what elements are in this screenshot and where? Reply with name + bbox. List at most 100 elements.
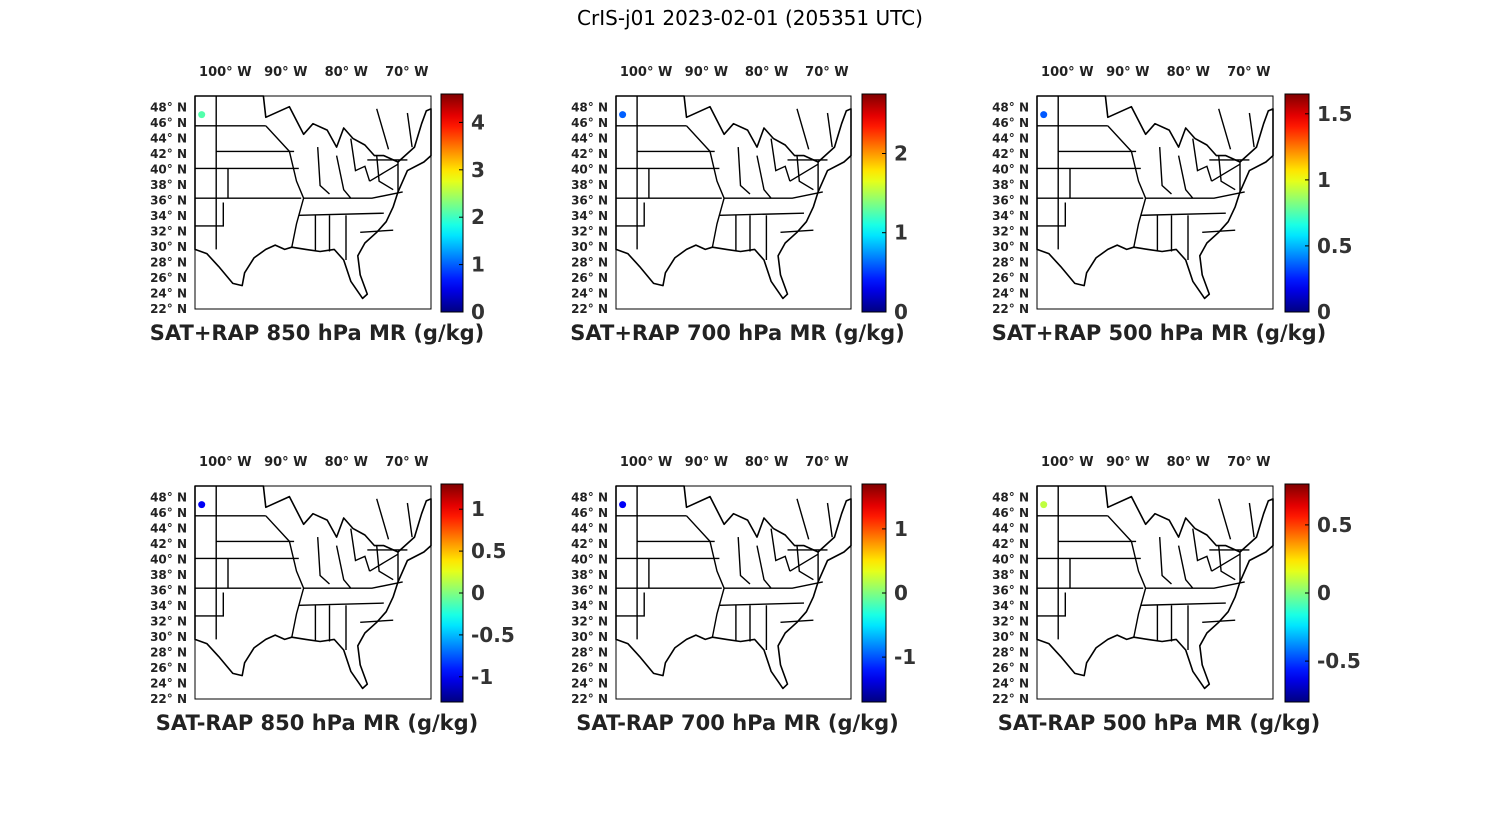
data-point [198, 111, 206, 119]
colorbar-tick-label: 0.5 [471, 539, 506, 563]
panel-title: SAT-RAP 850 hPa MR (g/kg) [156, 711, 479, 735]
lat-tick-label: 48° N [992, 491, 1029, 505]
lat-tick-label: 34° N [150, 209, 187, 223]
lat-tick-label: 26° N [571, 661, 608, 675]
state-border [360, 229, 394, 233]
lat-tick-label: 46° N [150, 506, 187, 520]
lat-tick-label: 42° N [992, 147, 1029, 161]
lat-tick-label: 22° N [992, 692, 1029, 706]
colorbar-tick-label: -0.5 [471, 623, 515, 647]
colorbar-tick-label: 1 [471, 253, 485, 277]
lat-tick-label: 44° N [150, 522, 187, 536]
lat-tick-label: 26° N [571, 271, 608, 285]
state-border [298, 212, 384, 216]
colorbar-tick-label: 0.5 [1317, 513, 1352, 537]
state-border [737, 147, 751, 195]
lon-tick-label: 70° W [805, 455, 848, 470]
state-border [1192, 528, 1213, 572]
lat-tick-label: 26° N [992, 661, 1029, 675]
lon-tick-label: 80° W [1167, 455, 1210, 470]
lat-tick-label: 38° N [571, 178, 608, 192]
lat-tick-label: 48° N [571, 491, 608, 505]
panel-title: SAT+RAP 850 hPa MR (g/kg) [150, 321, 484, 345]
lat-tick-label: 46° N [992, 116, 1029, 130]
lat-tick-label: 30° N [992, 630, 1029, 644]
state-border [335, 155, 352, 199]
panel-title: SAT+RAP 500 hPa MR (g/kg) [992, 321, 1326, 345]
lat-tick-label: 46° N [571, 506, 608, 520]
lon-tick-label: 80° W [325, 65, 368, 80]
state-border [406, 112, 413, 148]
lat-tick-label: 42° N [150, 537, 187, 551]
state-border [770, 528, 791, 572]
state-border [1248, 112, 1255, 148]
state-border [1107, 515, 1147, 638]
lat-tick-label: 36° N [992, 584, 1029, 598]
lat-tick-label: 44° N [571, 522, 608, 536]
lat-tick-label: 36° N [150, 584, 187, 598]
lat-tick-label: 32° N [150, 615, 187, 629]
state-border [1037, 592, 1067, 617]
lat-tick-label: 36° N [571, 584, 608, 598]
state-border [376, 545, 394, 581]
lat-tick-label: 44° N [150, 132, 187, 146]
data-point [619, 501, 627, 509]
state-border [376, 108, 390, 150]
lat-tick-label: 22° N [571, 692, 608, 706]
lat-tick-label: 30° N [571, 630, 608, 644]
colorbar-tick-label: -1 [471, 665, 493, 689]
colorbar-tick-label: 2 [471, 205, 485, 229]
data-point [1040, 501, 1048, 509]
figure-title: CrIS-j01 2023-02-01 (205351 UTC) [577, 6, 923, 30]
map-panel: 100° W 90° W 80° W 70° W 48° N46° N 44° N42° … [992, 65, 1353, 345]
lat-tick-label: 42° N [992, 537, 1029, 551]
lat-tick-label: 32° N [571, 225, 608, 239]
state-border [1159, 537, 1172, 585]
state-border [724, 581, 823, 589]
lon-tick-label: 90° W [1106, 65, 1149, 80]
lat-tick-label: 28° N [150, 646, 187, 660]
lat-tick-label: 28° N [992, 256, 1029, 270]
colorbar-tick-label: 4 [471, 110, 485, 134]
lat-tick-label: 40° N [150, 553, 187, 567]
state-border [719, 602, 805, 606]
lat-tick-label: 44° N [571, 132, 608, 146]
lat-tick-label: 38° N [992, 178, 1029, 192]
lon-tick-label: 70° W [1227, 455, 1270, 470]
coastline [194, 485, 432, 690]
state-border [265, 515, 305, 638]
state-border [826, 112, 833, 148]
colorbar [440, 93, 464, 313]
coastline [615, 485, 852, 690]
state-border [796, 498, 810, 540]
state-border [756, 545, 772, 589]
lat-tick-label: 46° N [150, 116, 187, 130]
state-border [756, 155, 772, 199]
state-border [1218, 155, 1236, 191]
colorbar-tick-label: 2 [894, 142, 908, 166]
data-point [198, 501, 206, 509]
lat-tick-label: 30° N [150, 630, 187, 644]
panel-title: SAT-RAP 700 hPa MR (g/kg) [576, 711, 899, 735]
lat-tick-label: 32° N [992, 615, 1029, 629]
colorbar-tick-label: 0.5 [1317, 234, 1352, 258]
state-border [616, 592, 645, 617]
lat-tick-label: 40° N [992, 553, 1029, 567]
lat-tick-label: 32° N [571, 615, 608, 629]
state-border [796, 545, 814, 581]
lat-tick-label: 24° N [571, 677, 608, 691]
colorbar-tick-label: 0 [1317, 300, 1331, 324]
state-border [303, 191, 403, 199]
lat-tick-label: 46° N [571, 116, 608, 130]
map-frame [615, 95, 852, 310]
state-border [780, 619, 814, 623]
lat-tick-label: 40° N [571, 553, 608, 567]
state-border [724, 191, 823, 199]
data-point [1040, 111, 1048, 119]
lat-tick-label: 24° N [992, 287, 1029, 301]
lat-tick-label: 44° N [992, 522, 1029, 536]
state-border [265, 125, 305, 248]
lat-tick-label: 48° N [150, 101, 187, 115]
state-border [1140, 602, 1226, 606]
